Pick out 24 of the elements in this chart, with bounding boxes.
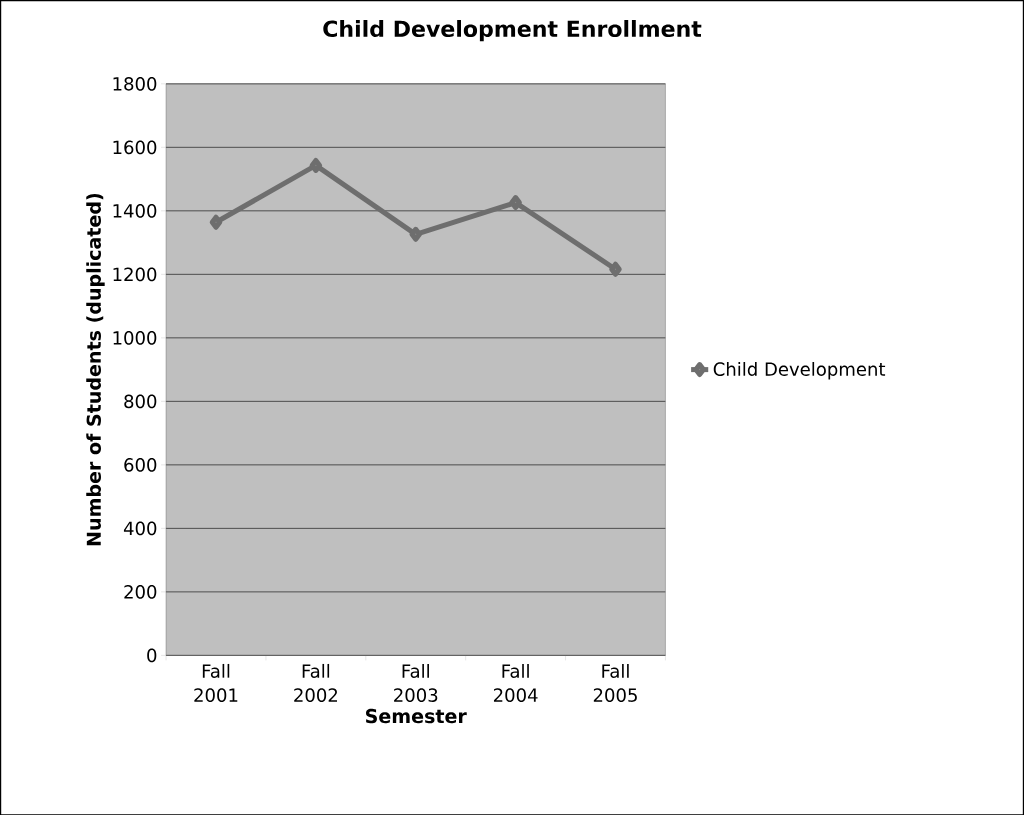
- chart-title: Child Development Enrollment: [323, 19, 702, 42]
- x-tick-label: Fall 2005: [593, 663, 637, 702]
- y-tick-label: 0: [147, 648, 157, 662]
- legend-label: Child Development: [713, 361, 886, 380]
- y-tick-label: 1000: [113, 330, 157, 345]
- y-tick-label: 800: [124, 394, 157, 408]
- y-tick-label: 600: [124, 457, 157, 472]
- x-tick-label: Fall 2003: [394, 663, 438, 702]
- point: [309, 157, 323, 173]
- x-tick-label: Fall 2004: [493, 663, 538, 702]
- x-tick-label: Fall 2001: [194, 663, 238, 702]
- y-tick-label: 1800: [113, 76, 157, 91]
- y-tick-label: 1600: [113, 140, 157, 154]
- y-tick-label: 200: [124, 584, 157, 599]
- y-tick-label: 1200: [113, 267, 157, 281]
- point: [409, 226, 423, 242]
- point: [609, 261, 622, 277]
- y-tick-label: 400: [123, 521, 157, 535]
- point: [509, 194, 522, 210]
- point: [209, 214, 223, 230]
- y-axis-title: Number of Students (duplicated): [86, 193, 105, 545]
- x-tick-label: Fall 2002: [294, 663, 338, 702]
- y-tick-label: 1400: [113, 203, 157, 218]
- x-axis-title: Semester: [366, 708, 467, 724]
